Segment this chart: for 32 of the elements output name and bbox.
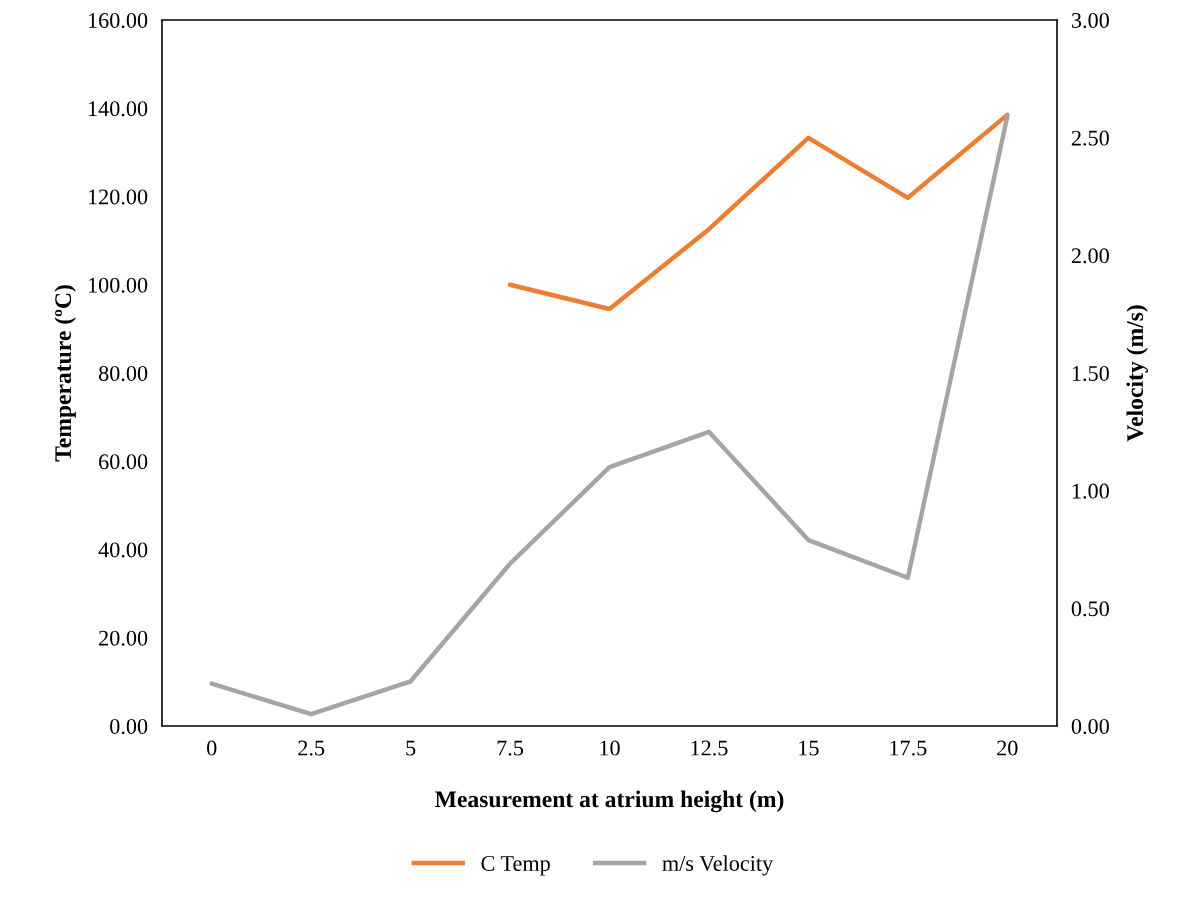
y2-tick-label: 0.00 (1071, 718, 1109, 735)
y-tick-label: 0.00 (110, 718, 148, 735)
line-series (507, 112, 1010, 312)
x-tick-label: 10 (600, 740, 620, 756)
y2-tick-label: 2.00 (1071, 248, 1109, 264)
x-tick-label: 5 (406, 740, 416, 756)
x-tick-label: 12.5 (691, 740, 728, 756)
y-tick-label: 160.00 (88, 12, 148, 29)
line-series (209, 114, 1010, 717)
y2-axis-title: Velocity (m/s) (1126, 305, 1148, 442)
y-tick-label: 140.00 (88, 101, 148, 117)
y-tick-label: 60.00 (99, 454, 148, 470)
y-tick-label: 40.00 (98, 542, 148, 558)
y2-tick-label: 1.50 (1072, 365, 1109, 382)
legend-label: m/s Velocity (662, 855, 774, 876)
y2-tick-label: 2.50 (1071, 130, 1109, 146)
x-tick-label: 20 (997, 740, 1018, 756)
y-axis-title: Temperature (ºC) (54, 285, 76, 462)
y-tick-label: 20.00 (99, 630, 148, 646)
x-tick-label: 7.5 (497, 740, 524, 756)
x-tick-label: 0 (207, 740, 217, 756)
y-tick-label: 120.00 (88, 189, 148, 205)
x-axis-title: Measurement at atrium height (m) (435, 790, 784, 813)
x-tick-label: 17.5 (890, 740, 927, 756)
y-tick-label: 100.00 (88, 277, 148, 293)
y2-tick-label: 1.00 (1072, 483, 1109, 499)
y-tick-label: 80.00 (98, 365, 148, 382)
y2-tick-label: 3.00 (1071, 12, 1109, 29)
legend-label: C Temp (481, 855, 550, 876)
y2-tick-label: 0.50 (1071, 601, 1109, 617)
x-tick-label: 2.5 (298, 740, 325, 756)
x-tick-label: 15 (799, 740, 819, 756)
